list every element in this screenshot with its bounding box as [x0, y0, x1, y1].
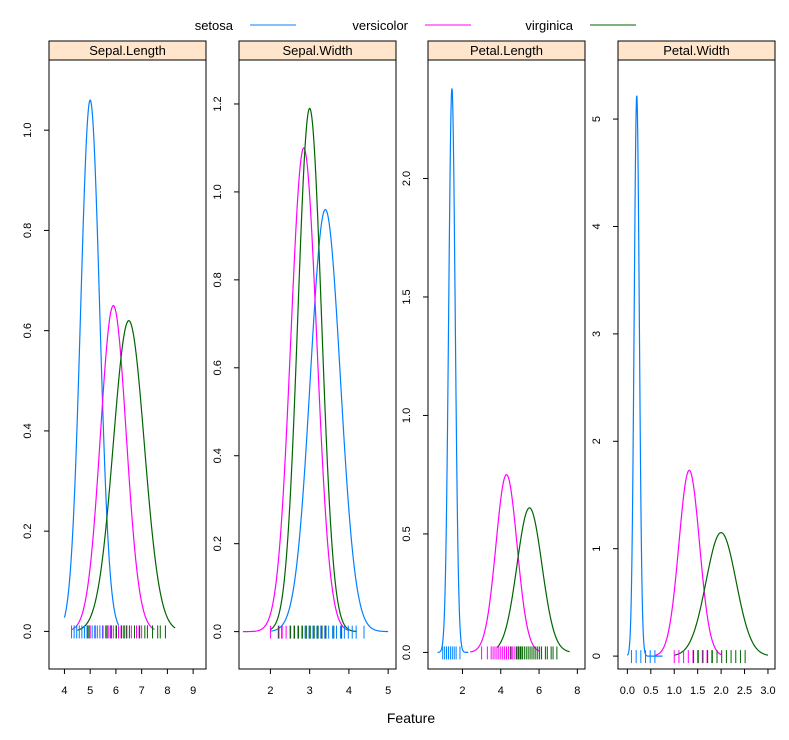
x-tick-label: 1.0 [667, 685, 682, 697]
x-tick-label: 2 [459, 685, 465, 697]
y-tick-label: 0.0 [401, 645, 413, 660]
legend-label-setosa: setosa [195, 18, 234, 33]
density-line-virginica [674, 531, 769, 656]
density-line-versicolor [71, 304, 155, 630]
x-tick-label: 3.0 [760, 685, 775, 697]
y-tick-label: 0.2 [212, 536, 224, 551]
density-line-setosa [437, 88, 469, 654]
x-tick-label: 6 [536, 685, 542, 697]
panel-frame [238, 59, 397, 670]
legend-label-versicolor: versicolor [352, 18, 408, 33]
x-tick-label: 2.0 [713, 685, 728, 697]
panel-frame [48, 59, 207, 670]
panel-frame [617, 59, 776, 670]
x-tick-label: 8 [574, 685, 580, 697]
x-axis-title: Feature [387, 710, 435, 726]
x-tick-label: 2.5 [737, 685, 752, 697]
y-tick-label: 2 [591, 438, 603, 444]
y-tick-label: 0.5 [401, 526, 413, 541]
x-tick-label: 0.5 [643, 685, 658, 697]
y-tick-label: 0.4 [22, 423, 34, 438]
panel-petal-width: Petal.Width 0 1 2 3 4 5 0.0 0.5 1.0 1.5 2.0 2.5 3.0 [591, 40, 776, 697]
x-tick-label: 4 [61, 685, 67, 697]
x-tick-label: 5 [87, 685, 93, 697]
density-line-versicolor [242, 147, 350, 633]
density-line-virginica [496, 507, 570, 653]
x-tick-label: 9 [190, 685, 196, 697]
y-tick-label: 0.8 [22, 223, 34, 238]
density-line-setosa [63, 99, 120, 626]
x-tick-label: 8 [164, 685, 170, 697]
y-tick-label: 0.2 [22, 524, 34, 539]
x-tick-label: 5 [385, 685, 391, 697]
y-tick-label: 1.2 [212, 96, 224, 111]
y-tick-label: 0.0 [22, 624, 34, 639]
y-tick-label: 0.6 [212, 360, 224, 375]
panel-sepal-width: Sepal.Width 0.0 0.2 0.4 0.6 0.8 1.0 1.2 2 3 4 5 [212, 40, 397, 697]
x-tick-label: 4 [346, 685, 352, 697]
x-tick-label: 1.5 [690, 685, 705, 697]
y-tick-label: 2.0 [401, 171, 413, 186]
panel-title: Petal.Width [663, 43, 729, 58]
legend: setosa versicolor virginica [195, 18, 636, 33]
panel-frame [427, 59, 586, 670]
x-tick-label: 0.0 [620, 685, 635, 697]
x-tick-label: 6 [113, 685, 119, 697]
y-tick-label: 3 [591, 331, 603, 337]
y-tick-label: 0.0 [212, 624, 224, 639]
y-tick-label: 1.0 [22, 123, 34, 138]
density-line-versicolor [470, 474, 540, 653]
y-tick-label: 0.8 [212, 272, 224, 287]
panel-title: Sepal.Length [89, 43, 166, 58]
y-tick-label: 1 [591, 546, 603, 552]
y-tick-label: 0 [591, 653, 603, 659]
density-line-setosa [626, 95, 663, 657]
x-tick-label: 7 [139, 685, 145, 697]
panel-title: Petal.Length [470, 43, 543, 58]
x-tick-label: 3 [307, 685, 313, 697]
density-line-setosa [270, 208, 389, 633]
density-line-versicolor [655, 469, 722, 656]
y-tick-label: 0.4 [212, 448, 224, 463]
y-tick-label: 5 [591, 116, 603, 122]
panel-title: Sepal.Width [282, 43, 352, 58]
y-tick-label: 0.6 [22, 323, 34, 338]
panel-petal-length: Petal.Length 0.0 0.5 1.0 1.5 2.0 2 4 6 8 [401, 40, 586, 697]
x-tick-label: 2 [267, 685, 273, 697]
legend-label-virginica: virginica [525, 18, 573, 33]
y-tick-label: 1.5 [401, 289, 413, 304]
panel-sepal-length: Sepal.Length 0.0 0.2 0.4 0.6 0.8 1.0 4 5 6 7 8 9 [22, 40, 207, 697]
y-tick-label: 1.0 [212, 184, 224, 199]
density-line-virginica [77, 320, 176, 631]
density-line-virginica [270, 107, 357, 633]
y-tick-label: 4 [591, 223, 603, 229]
x-tick-label: 4 [498, 685, 504, 697]
y-tick-label: 1.0 [401, 408, 413, 423]
